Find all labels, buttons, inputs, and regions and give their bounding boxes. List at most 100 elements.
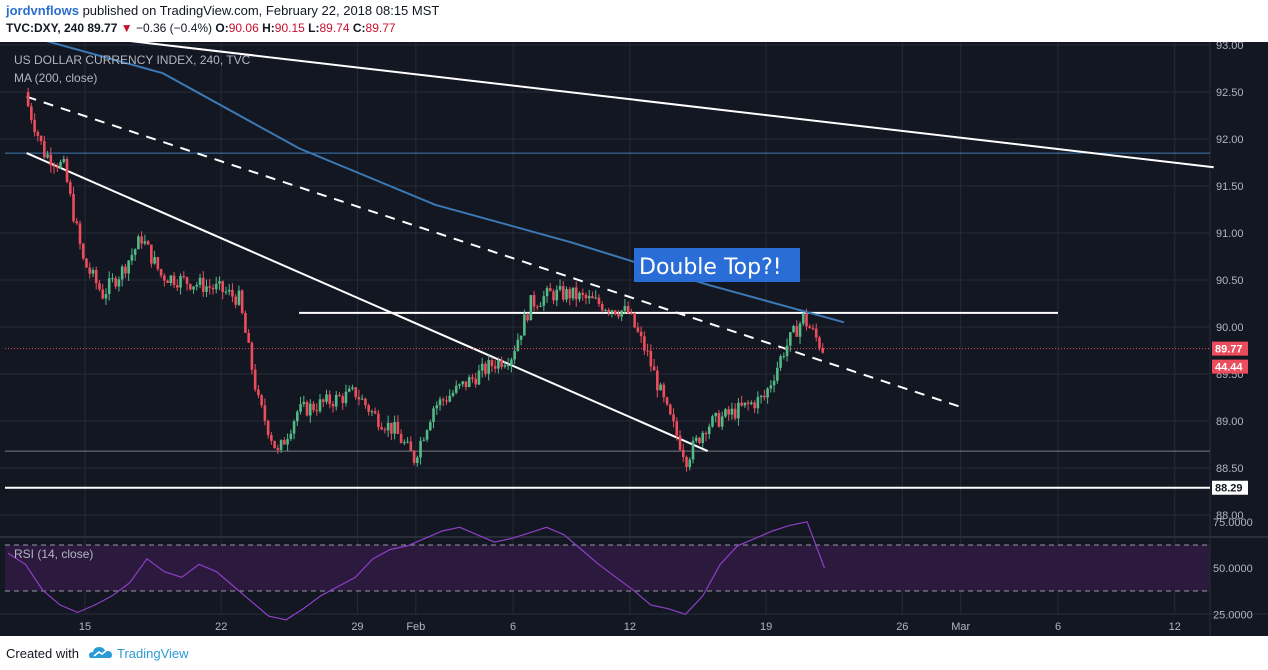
rsi-legend: RSI (14, close): [14, 547, 93, 561]
candle-body: [386, 422, 390, 431]
candle-body: [72, 193, 75, 222]
candle-body: [438, 399, 442, 406]
price-tick-label: 91.50: [1216, 181, 1244, 193]
candle-body: [354, 387, 357, 398]
candle-body: [273, 440, 276, 449]
candle-body: [678, 435, 682, 450]
candle-body: [701, 432, 705, 444]
candle-body: [480, 363, 484, 371]
candle-body: [526, 314, 529, 321]
candle-body: [224, 291, 228, 293]
candle-body: [81, 243, 85, 259]
candle-body: [750, 402, 753, 404]
candle-body: [296, 411, 299, 422]
candle-body: [56, 166, 59, 168]
candle-body: [33, 119, 36, 133]
candle-body: [419, 440, 422, 458]
candle-body: [688, 459, 692, 468]
candle-body: [325, 394, 328, 402]
rsi-line: [7, 521, 826, 621]
candle-body: [198, 277, 202, 285]
ma-200-line: [46, 42, 845, 324]
candle-body: [516, 339, 520, 351]
candle-body: [36, 132, 40, 136]
candle-body: [373, 411, 377, 414]
candle-body: [801, 313, 805, 324]
candle-body: [766, 388, 769, 398]
candle-body: [720, 416, 724, 427]
candle-body: [493, 366, 497, 369]
candle-body: [662, 384, 666, 398]
author-link[interactable]: jordvnflows: [6, 3, 79, 18]
annotation-background: [634, 248, 800, 282]
candle-body: [130, 254, 134, 261]
candle-body: [581, 292, 585, 295]
candle-body: [730, 408, 734, 415]
candle-body: [111, 278, 114, 280]
candle-body: [548, 288, 552, 292]
candle-body: [694, 437, 698, 441]
publish-header: jordvnflows published on TradingView.com…: [0, 0, 1268, 42]
candle-body: [630, 312, 633, 314]
candle-body: [46, 154, 49, 158]
open-label: O:: [215, 21, 229, 35]
time-axis[interactable]: 15 22 29 Feb 6 12 19 26 Mar 6 12: [79, 621, 1181, 633]
high-label: H:: [262, 21, 275, 35]
candle-body: [409, 441, 413, 451]
close-label: C:: [352, 21, 366, 35]
candle-body: [172, 275, 176, 286]
candle-body: [367, 405, 370, 412]
candle-body: [811, 328, 815, 330]
candle-body: [441, 399, 445, 401]
candle-body: [91, 269, 95, 274]
candle-body: [403, 442, 406, 444]
price-chart[interactable]: Double Top?! US DOLLAR CURRENCY INDEX, 2…: [0, 42, 1268, 636]
candle-body: [610, 310, 614, 313]
candle-body: [117, 279, 121, 287]
time-tick-label: 12: [1169, 621, 1181, 633]
candle-body: [532, 295, 536, 307]
close-value: 89.77: [365, 21, 396, 35]
candle-body: [497, 359, 500, 369]
price-tick-label: 88.00: [1216, 510, 1244, 522]
candle-body: [737, 402, 740, 419]
candle-body: [568, 289, 572, 299]
time-tick-label: 19: [760, 621, 772, 633]
candle-body: [623, 306, 627, 311]
candle-body: [302, 401, 306, 405]
candle-body: [107, 278, 111, 295]
candle-body: [604, 309, 607, 311]
candle-body: [221, 281, 225, 292]
candle-body: [159, 269, 163, 276]
candle-body: [698, 437, 701, 444]
price-tick-label: 92.00: [1216, 134, 1244, 146]
candle-body: [587, 296, 591, 299]
candle-body: [484, 363, 487, 374]
candle-body: [542, 296, 546, 306]
candle-body: [357, 397, 361, 400]
candle-body: [529, 295, 533, 321]
candle-body: [471, 377, 474, 379]
candle-body: [711, 416, 714, 427]
candle-body: [707, 426, 711, 435]
candle-body: [195, 284, 199, 287]
rsi-tick-label: 75.0000: [1213, 517, 1253, 529]
candle-body: [214, 283, 218, 290]
candle-body: [412, 450, 416, 463]
candle-body: [185, 277, 189, 284]
candle-body: [85, 258, 88, 268]
high-value: 90.15: [274, 21, 305, 35]
candle-body: [383, 429, 387, 431]
tradingview-brand-link[interactable]: TradingView: [117, 646, 189, 661]
open-value: 90.06: [228, 21, 259, 35]
candle-body: [390, 422, 393, 434]
time-tick-label: Mar: [951, 621, 970, 633]
candle-body: [591, 296, 594, 299]
chart-title: US DOLLAR CURRENCY INDEX, 240, TVC: [14, 53, 251, 67]
trendlines: [26, 42, 1214, 452]
candle-body: [406, 441, 409, 443]
candle-body: [714, 413, 718, 417]
candle-body: [617, 314, 620, 317]
annotation-box[interactable]: Double Top?!: [634, 248, 800, 282]
candle-body: [795, 326, 799, 337]
